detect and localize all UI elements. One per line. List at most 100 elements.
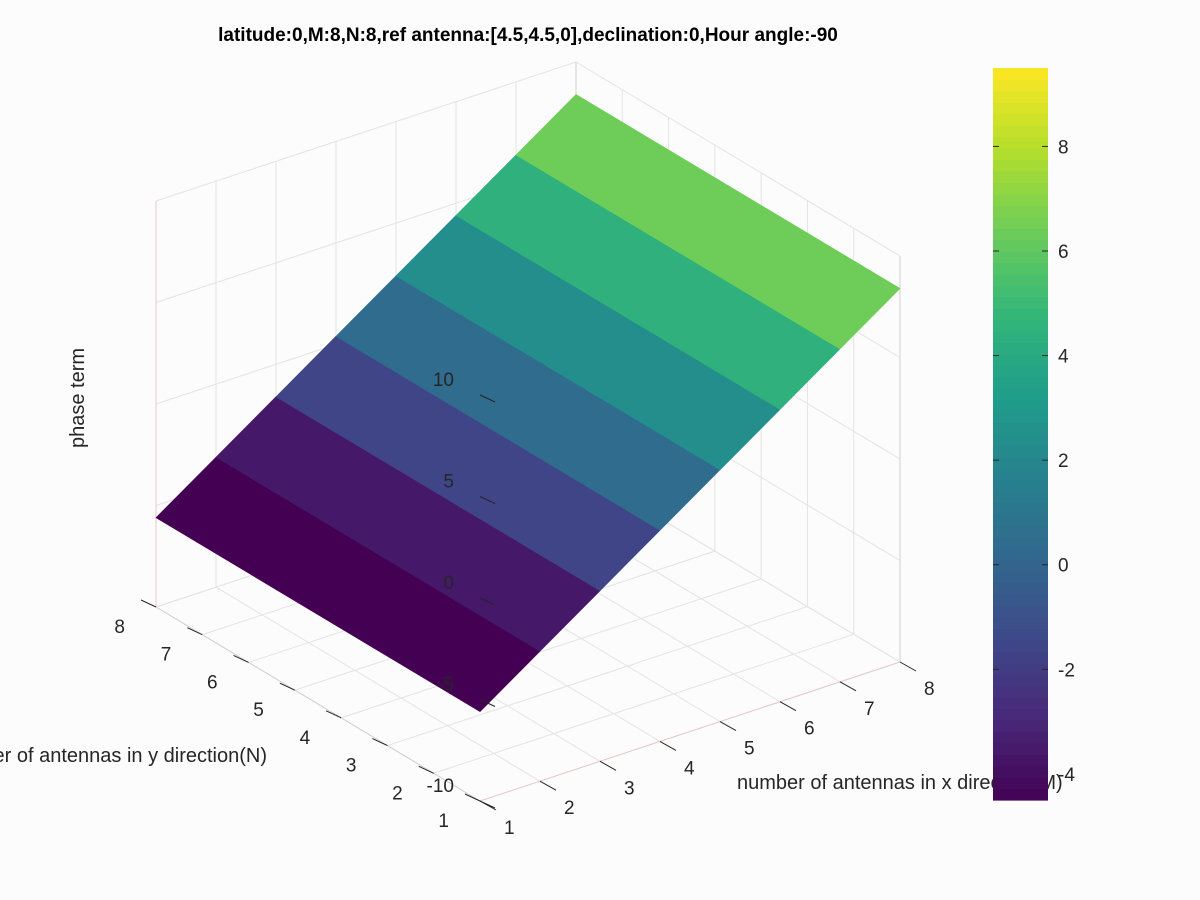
colorbar: -4 -2 0 2 4 6 8 [993,68,1075,801]
y-tick-label: 2 [392,783,403,804]
tick-mark [899,661,917,672]
surface-strips [155,94,901,713]
tick-mark [325,710,342,719]
x-tick-label: 3 [624,778,635,799]
colorbar-swatch [993,182,1048,195]
grid-line [155,61,577,202]
colorbar-swatch [993,331,1048,344]
tick-mark [479,800,496,809]
x-tick-label: 7 [864,699,875,720]
colorbar-swatch [993,422,1048,435]
colorbar-swatch [993,639,1048,652]
colorbar-swatch [993,456,1048,469]
colorbar-swatch [993,399,1048,412]
colorbar-swatch [993,445,1048,458]
z-tick-label: -5 [437,675,454,696]
x-tick-label: 5 [744,739,755,760]
grid-line [215,586,541,782]
z-axis-label: phase term [67,348,89,448]
colorbar-swatch [993,742,1048,755]
colorbar-swatch [993,605,1048,618]
tick-mark [479,597,496,606]
colorbar-swatch [993,239,1048,252]
colorbar-swatch [993,353,1048,366]
tick-mark [464,793,481,802]
colorbar-swatch [993,731,1048,744]
colorbar-swatch [993,617,1048,630]
colorbar-swatch [993,136,1048,149]
colorbar-swatch [993,491,1048,504]
colorbar-swatch [993,628,1048,641]
colorbar-swatch [993,434,1048,447]
colorbar-swatch [993,765,1048,778]
z-tick-label: -10 [427,776,454,797]
grid-line [340,578,762,719]
grid-line [387,606,808,747]
colorbar-swatch [993,125,1048,138]
colorbar-swatch [993,685,1048,698]
colorbar-swatch [993,411,1048,424]
colorbar-swatch [993,525,1048,538]
tick-mark [479,394,496,403]
x-tick-label: 8 [924,679,935,700]
tick-mark [233,654,249,663]
colorbar-swatch [993,113,1048,126]
y-tick-label: 5 [253,700,264,721]
colorbar-swatch [993,502,1048,515]
y-axis-line [155,606,481,802]
colorbar-swatch [993,342,1048,355]
chart-title: latitude:0,M:8,N:8,ref antenna:[4.5,4.5,… [218,25,838,46]
tick-mark [719,721,737,732]
colorbar-swatch [993,514,1048,527]
colorbar-swatch [993,205,1048,218]
x-tick-label: 1 [504,818,515,839]
colorbar-swatch [993,388,1048,401]
y-tick-label: 4 [300,728,311,749]
colorbar-tick-label: 2 [1058,451,1069,472]
colorbar-swatch [993,319,1048,332]
colorbar-swatch [993,193,1048,206]
tick-mark [418,765,434,774]
tick-mark [599,760,617,771]
colorbar-swatch [993,273,1048,286]
colorbar-swatch [993,228,1048,241]
colorbar-tick-label: -4 [1058,765,1075,786]
surface-strip [515,94,901,350]
colorbar-swatch [993,536,1048,549]
axis-ticks: 1 2 3 4 5 6 7 8 1 2 3 4 5 6 7 8 -10 -5 0 5 10 [114,370,934,839]
tick-mark [779,701,797,712]
colorbar-swatch [993,170,1048,183]
z-tick-label: 10 [433,370,454,391]
tick-mark [479,699,496,707]
colorbar-swatch [993,79,1048,92]
colorbar-swatch [993,548,1048,561]
z-tick-label: 5 [443,472,454,493]
colorbar-tick-label: 6 [1058,242,1069,263]
tick-mark [187,627,203,636]
colorbar-swatch [993,216,1048,229]
colorbar-swatch [993,262,1048,275]
colorbar-tick-label: 4 [1058,347,1069,368]
grid-line [575,61,901,257]
colorbar-swatch [993,651,1048,664]
colorbar-swatch [993,285,1048,298]
tick-mark [839,681,857,692]
tick-mark [140,599,157,608]
y-axis-label: number of antennas in y direction(N) [0,745,267,767]
y-tick-label: 8 [114,617,125,638]
colorbar-swatch [993,308,1048,321]
colorbar-swatch [993,102,1048,115]
colorbar-swatch [993,719,1048,732]
colorbar-swatch [993,468,1048,481]
colorbar-swatch [993,559,1048,572]
colorbar-swatch [993,708,1048,721]
x-axis-line [479,661,901,802]
colorbar-swatch [993,754,1048,767]
tick-mark [479,496,496,504]
colorbar-swatch [993,159,1048,172]
colorbar-swatch [993,582,1048,595]
y-tick-label: 3 [346,756,357,777]
colorbar-swatch [993,571,1048,584]
x-tick-label: 4 [684,758,695,779]
